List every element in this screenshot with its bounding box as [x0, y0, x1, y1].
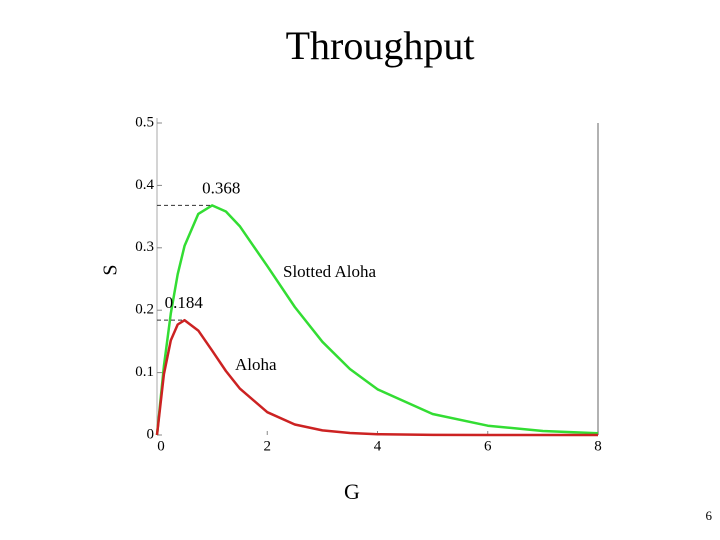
slide-number: 6: [706, 508, 713, 523]
series-line: [155, 204, 599, 436]
x-tick-label: 2: [264, 438, 272, 454]
x-tick-label: 0: [157, 438, 165, 454]
annotation-label: 0.184: [165, 293, 204, 312]
x-axis-label: G: [344, 479, 360, 504]
series-line: [155, 318, 598, 437]
x-tick-label: 6: [484, 438, 492, 454]
series-label: Aloha: [235, 355, 277, 374]
y-axis-label: S: [100, 264, 122, 275]
y-tick-label: 0.3: [135, 239, 154, 255]
y-tick-label: 0.1: [135, 364, 154, 380]
series-label: Slotted Aloha: [283, 262, 376, 281]
x-tick-label: 4: [374, 438, 382, 454]
y-tick-label: 0.2: [135, 302, 154, 318]
y-tick-label: 0.4: [135, 177, 154, 193]
chart-title: Throughput: [286, 23, 475, 68]
annotation-label: 0.368: [202, 178, 240, 197]
y-tick-label: 0: [147, 426, 155, 442]
x-tick-label: 8: [594, 438, 602, 454]
y-tick-label: 0.5: [135, 114, 154, 130]
